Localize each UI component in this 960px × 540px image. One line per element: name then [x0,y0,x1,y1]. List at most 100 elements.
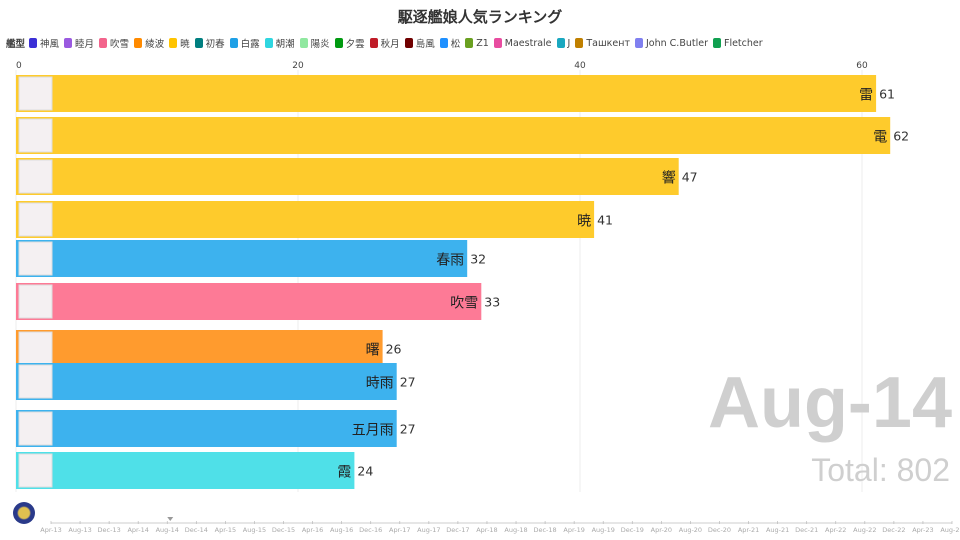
bar-value: 41 [597,213,613,228]
legend-item: John C.Butler [635,36,708,50]
legend-swatch [635,38,643,48]
timeline-label: Apr-18 [476,526,497,534]
bar-value: 33 [484,295,500,310]
bar-label: 暁 [577,214,591,230]
legend-label: 陽炎 [310,39,330,50]
bar-label: 時雨 [366,376,394,392]
legend-item: 吹雪 [99,36,129,50]
legend-swatch [404,38,413,48]
legend-label: John C.Butler [646,37,708,49]
bar-value: 27 [400,422,416,437]
bar-label: 吹雪 [450,296,478,312]
character-thumbnail [18,364,53,399]
timeline-label: Dec-22 [882,526,905,534]
logo-icon [13,502,35,524]
legend-item: Z1 [465,36,489,50]
legend-swatch [369,38,378,48]
bar [16,363,397,400]
legend-label: Z1 [476,37,489,49]
timeline-label: Aug-17 [417,526,440,534]
legend-swatch [264,38,273,48]
legend-label: 暁 [180,39,190,50]
legend-swatch [229,38,238,48]
timeline-label: Aug-14 [156,526,179,534]
character-thumbnail [18,411,53,446]
legend-item: Maestrale [493,36,552,50]
legend-item: 白露 [229,36,260,50]
legend-item: 秋月 [369,36,400,50]
legend-item: 神風 [29,36,59,50]
bar [16,75,877,112]
x-tick-label: 60 [856,61,868,71]
timeline-label: Aug-22 [853,526,876,534]
timeline-label: Aug-15 [243,526,266,534]
x-tick-label: 40 [574,61,586,71]
timeline-label: Dec-17 [446,526,469,534]
legend-swatch [575,38,584,48]
character-thumbnail [18,76,53,111]
legend-swatch [99,38,108,48]
character-thumbnail [18,202,53,237]
legend-title: 艦型 [6,39,26,50]
timeline-label: Apr-17 [389,526,410,534]
bar-value: 61 [879,87,895,102]
legend-label: Fletcher [723,37,763,49]
legend-item: 夕雲 [334,36,365,50]
timeline-marker-icon[interactable] [167,517,174,521]
bar-label: 霞 [337,465,351,481]
bar [16,240,468,277]
character-thumbnail [18,241,53,276]
bar-label: 雷 [859,88,873,104]
bar [16,283,482,320]
legend-label: 初春 [205,39,225,50]
legend-label: J [567,37,571,49]
legend-item: 陽炎 [299,36,330,50]
bar-label: 曙 [366,343,380,359]
timeline-label: Dec-16 [359,526,382,534]
timeline-label: Apr-15 [215,526,236,534]
legend-swatch [556,38,565,48]
legend-swatch [465,38,474,48]
bar [16,410,397,447]
timeline-label: Dec-13 [98,526,121,534]
current-date: Aug-14 [707,363,952,443]
timeline-label: Aug-19 [592,526,615,534]
legend-item: 初春 [194,36,225,50]
legend-swatch [134,38,143,48]
timeline-label: Apr-14 [127,526,148,534]
character-thumbnail [18,453,53,488]
timeline-label: Dec-20 [708,526,731,534]
timeline-label: Apr-13 [40,526,61,534]
bar-value: 32 [470,252,486,267]
timeline-label: Aug-20 [679,526,702,534]
bar [16,117,891,154]
timeline-label: Apr-20 [651,526,672,534]
timeline-label: Dec-15 [272,526,295,534]
legend-item: Fletcher [712,36,763,50]
legend-item: J [556,36,571,50]
legend-label: 夕雲 [345,39,365,50]
bar-value: 62 [893,129,909,144]
bar-value: 27 [400,375,416,390]
bar [16,201,595,238]
legend-swatch [29,38,38,48]
timeline-label: Apr-19 [563,526,584,534]
timeline-label: Apr-22 [825,526,846,534]
timeline-label: Apr-21 [738,526,759,534]
bar-label: 響 [662,170,676,187]
legend-swatch [299,38,308,48]
legend-item: 睦月 [64,36,94,50]
legend-label: 朝潮 [275,39,295,50]
bar-label: 五月雨 [352,423,394,439]
timeline-label: Apr-16 [302,526,323,534]
legend-label: 秋月 [380,39,400,50]
x-tick-label: 20 [292,61,304,71]
legend-label: 神風 [40,39,60,50]
timeline-label: Aug-13 [68,526,91,534]
legend: 艦型 神風 睦月 吹雪 綾波 暁 初春 白露 朝潮 陽炎 夕雲 秋月 島風 松 Z1 Maestrale J Т… [6,36,768,51]
timeline-label: Dec-14 [185,526,208,534]
timeline-label: Dec-18 [533,526,556,534]
legend-item: 島風 [404,36,435,50]
legend-label: 睦月 [75,39,95,50]
legend-label: Maestrale [504,37,552,49]
